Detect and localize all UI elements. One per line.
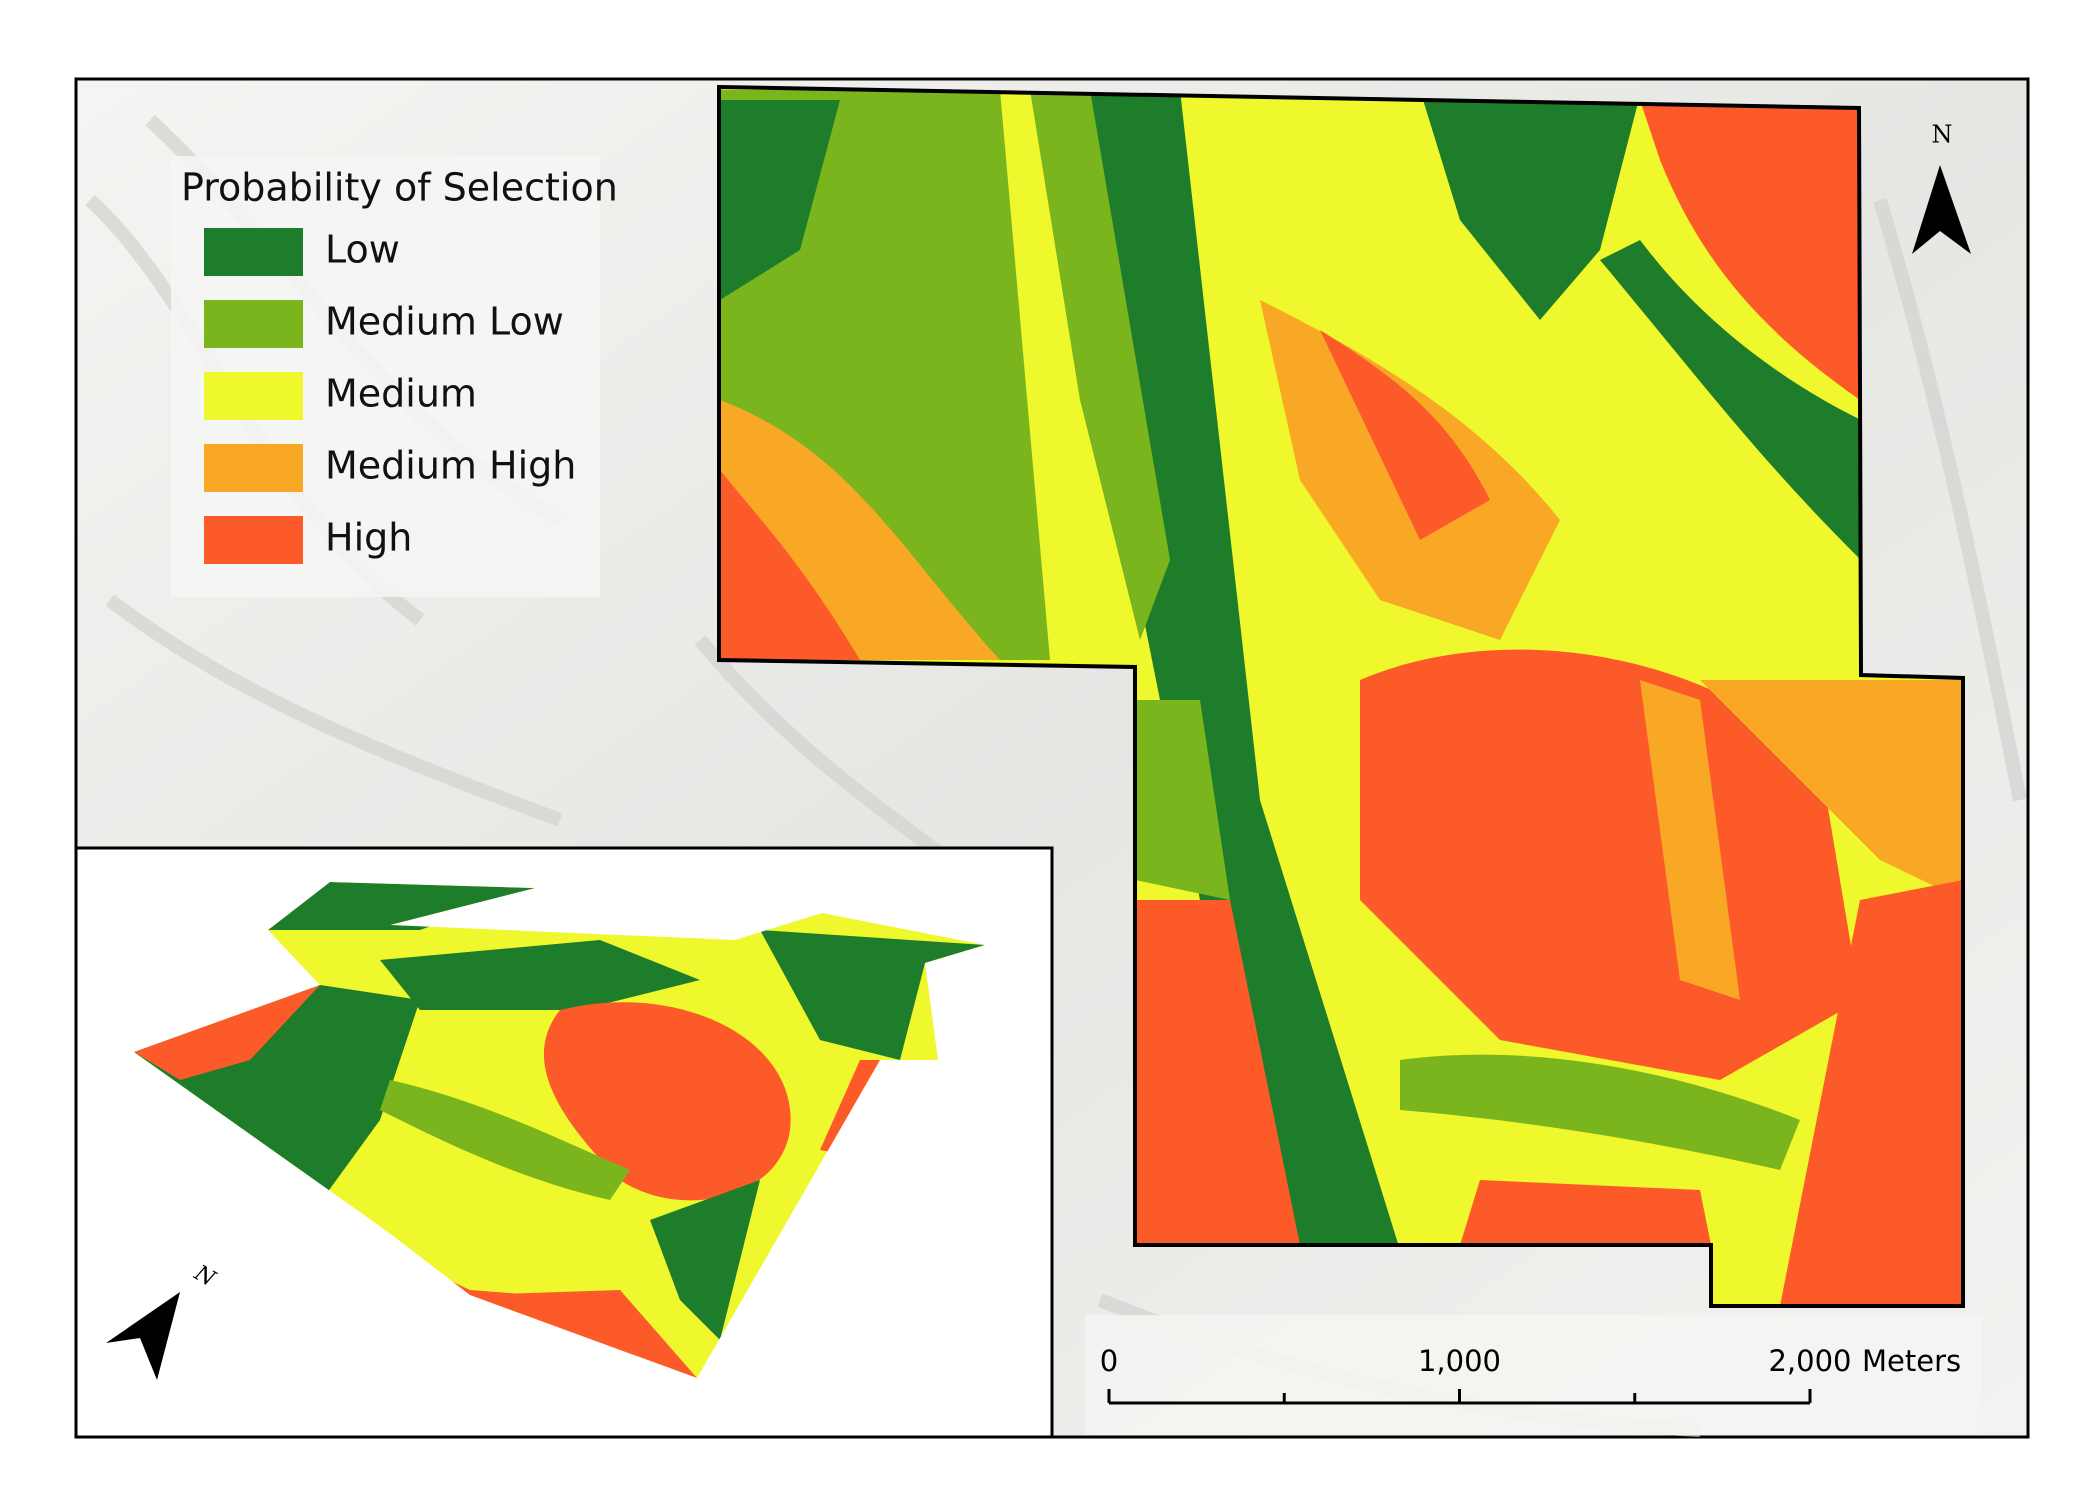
raster-patch (543, 1002, 791, 1201)
legend-swatch (204, 228, 303, 276)
raster-patch (470, 1290, 697, 1378)
north-label: N (1932, 121, 1953, 149)
north-arrow (1912, 165, 1971, 254)
raster-patch (1030, 90, 1170, 640)
study-area-outline (717, 84, 1965, 1308)
scale-bar: 0 1,000 2,000 Meters (1100, 1344, 1961, 1405)
raster-patch (1640, 100, 1860, 400)
raster-patch (720, 470, 860, 660)
legend: Probability of Selection Low Medium Low Me… (181, 166, 618, 564)
scale-tick-label: 0 (1100, 1344, 1118, 1378)
raster-patch (380, 1080, 630, 1200)
legend-swatch (204, 516, 303, 564)
scale-bar-box (1085, 1315, 1982, 1435)
raster-patch (1320, 330, 1490, 540)
raster-patch (268, 882, 535, 930)
raster-patch (1135, 900, 1300, 1245)
raster-patch (380, 940, 700, 1010)
raster-patch (1640, 680, 1740, 1000)
raster-patch (1600, 240, 1861, 560)
raster-patch (1460, 1180, 1711, 1245)
raster-patch (760, 930, 985, 1060)
legend-label: High (325, 516, 412, 560)
raster-patch (1080, 90, 1400, 1250)
legend-swatch (204, 372, 303, 420)
scale-tick-label: 2,000 (1768, 1344, 1851, 1378)
raster-patch (720, 100, 840, 300)
raster-patch (1700, 680, 1963, 900)
scale-tick-label: 1,000 (1418, 1344, 1501, 1378)
raster-patch (650, 1180, 760, 1340)
raster-patch (1400, 1054, 1800, 1170)
raster-patch (1420, 90, 1640, 320)
legend-label: Medium High (325, 444, 576, 488)
legend-label: Medium Low (325, 300, 564, 344)
scale-unit: Meters (1862, 1344, 1961, 1378)
legend-swatch (204, 300, 303, 348)
raster-patch (1135, 700, 1230, 900)
inset-north-arrow (106, 1292, 180, 1380)
raster-patch (1780, 880, 1963, 1306)
legend-label: Medium (325, 372, 477, 416)
legend-swatch (204, 444, 303, 492)
legend-label: Low (325, 228, 400, 272)
legend-title: Probability of Selection (181, 166, 618, 210)
raster-patch (134, 985, 320, 1080)
